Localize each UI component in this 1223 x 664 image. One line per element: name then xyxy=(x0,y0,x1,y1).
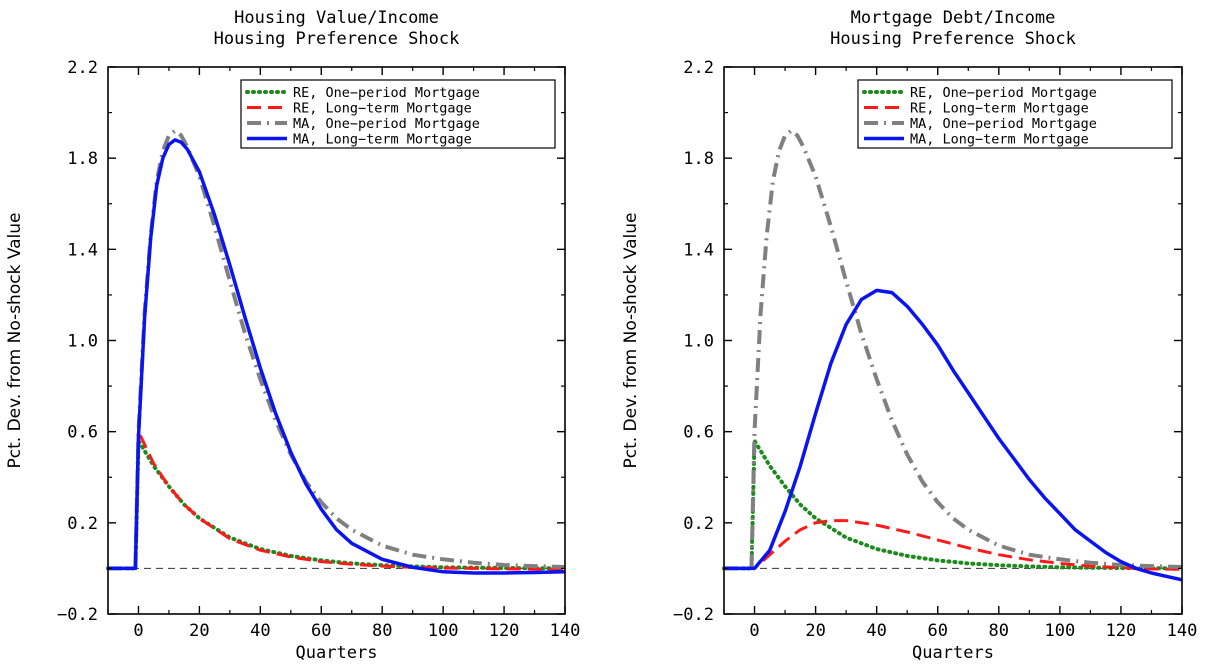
legend-label: RE, One−period Mortgage xyxy=(293,85,480,101)
x-tick-label: 100 xyxy=(428,621,459,641)
x-tick-label: 20 xyxy=(189,621,209,641)
legend-label: MA, One−period Mortgage xyxy=(293,116,480,132)
y-tick-label: 0.2 xyxy=(67,514,98,534)
x-axis-label: Quarters xyxy=(912,643,994,663)
chart-title-line: Mortgage Debt/Income xyxy=(851,8,1056,28)
series-line-solid xyxy=(108,138,566,575)
y-tick-label: 1.8 xyxy=(683,149,714,169)
legend-box xyxy=(240,79,556,149)
x-tick-label: 140 xyxy=(1167,621,1198,641)
series-line-dashdot xyxy=(724,128,1183,571)
x-tick-label: 120 xyxy=(1106,621,1137,641)
legend-label: MA, Long−term Mortgage xyxy=(293,132,472,148)
x-tick-label: 40 xyxy=(250,621,270,641)
series-line-dotted xyxy=(106,438,567,571)
legend-label: RE, Long−term Mortgage xyxy=(910,101,1089,117)
y-tick-label: 2.2 xyxy=(683,58,714,78)
x-tick-label: 100 xyxy=(1045,621,1076,641)
chart-title-line: Housing Preference Shock xyxy=(214,29,460,49)
x-tick-label: 60 xyxy=(311,621,331,641)
legend-label: RE, Long−term Mortgage xyxy=(293,101,472,117)
y-tick-label: 1.0 xyxy=(67,332,98,352)
chart-title-line: Housing Value/Income xyxy=(234,8,439,28)
legend-label: MA, Long−term Mortgage xyxy=(910,132,1089,148)
x-tick-label: 80 xyxy=(989,621,1009,641)
legend-label: MA, One−period Mortgage xyxy=(910,116,1097,132)
series-line-solid xyxy=(724,288,1183,582)
x-axis-label: Quarters xyxy=(296,643,378,663)
x-tick-label: 20 xyxy=(805,621,825,641)
series-line-dashdot xyxy=(108,128,566,571)
y-tick-label: −0.2 xyxy=(673,605,714,625)
y-tick-label: 1.0 xyxy=(683,332,714,352)
legend-box xyxy=(857,79,1173,149)
y-tick-label: −0.2 xyxy=(57,605,98,625)
series-line-dashed xyxy=(108,430,565,571)
y-axis-label: Pct. Dev. from No-shock Value xyxy=(621,212,641,468)
x-tick-label: 0 xyxy=(133,621,143,641)
series-line-dashed xyxy=(724,519,1183,571)
y-tick-label: 0.6 xyxy=(67,423,98,443)
y-tick-label: 1.8 xyxy=(67,149,98,169)
plot-frame xyxy=(723,66,1183,615)
x-tick-label: 120 xyxy=(489,621,520,641)
y-tick-label: 1.4 xyxy=(683,240,714,260)
chart-panel-housing-value: 0 20 40 60 80 100 120 140 −0.2 0.2 0.6 1.0 1.4 1.8 2.2… xyxy=(5,8,580,663)
y-tick-label: 0.6 xyxy=(683,423,714,443)
series-line-dotted xyxy=(722,438,1184,571)
y-axis-label: Pct. Dev. from No-shock Value xyxy=(5,212,25,468)
chart-title-line: Housing Preference Shock xyxy=(830,29,1076,49)
x-tick-label: 80 xyxy=(372,621,392,641)
chart-panel-mortgage-debt: 0 20 40 60 80 100 120 140 −0.2 0.2 0.6 1.0 1.4 1.8 2.2… xyxy=(621,8,1197,663)
legend-label: RE, One−period Mortgage xyxy=(910,85,1097,101)
x-tick-label: 40 xyxy=(866,621,886,641)
y-tick-label: 0.2 xyxy=(683,514,714,534)
x-tick-label: 140 xyxy=(550,621,581,641)
y-tick-label: 1.4 xyxy=(67,240,98,260)
x-tick-label: 60 xyxy=(927,621,947,641)
x-tick-label: 0 xyxy=(749,621,759,641)
y-tick-label: 2.2 xyxy=(67,58,98,78)
